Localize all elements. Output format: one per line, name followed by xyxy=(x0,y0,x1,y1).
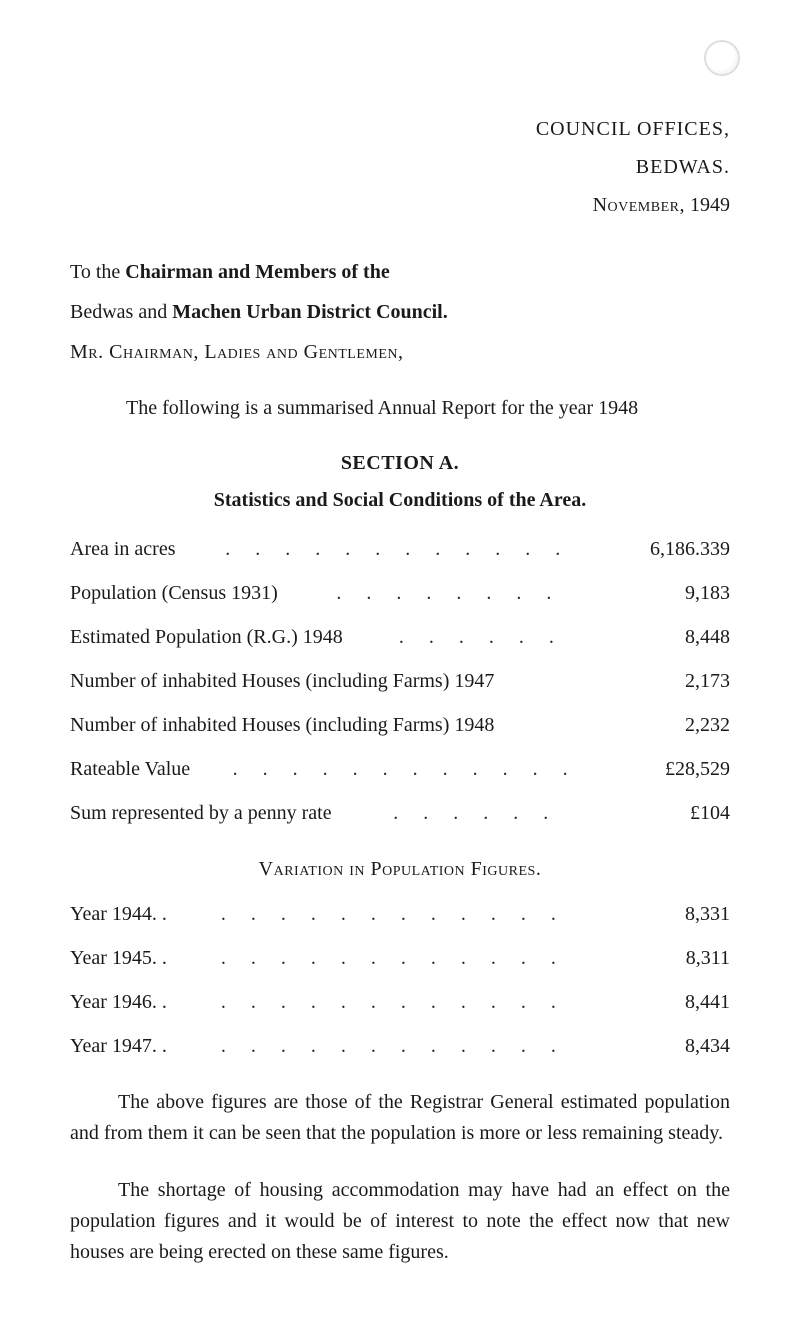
body-paragraph-1: The above figures are those of the Regis… xyxy=(70,1087,730,1149)
stat-value: 2,232 xyxy=(620,710,730,740)
sal1-bold: Chairman and Members of the xyxy=(125,261,389,283)
variation-list: Year 1944. . . . . . . . . . . . . . 8,3… xyxy=(70,899,730,1061)
stat-value: 9,183 xyxy=(620,578,730,608)
var-dots: . . . . . . . . . . . . xyxy=(167,899,620,929)
variation-row: Year 1946. . . . . . . . . . . . . . 8,4… xyxy=(70,987,730,1017)
var-dots: . . . . . . . . . . . . xyxy=(167,943,620,973)
sal2-prefix: Bedwas and xyxy=(70,301,172,323)
variation-heading: Variation in Population Figures. xyxy=(70,858,730,881)
body-paragraph-2: The shortage of housing accommodation ma… xyxy=(70,1175,730,1268)
stat-row: Sum represented by a penny rate . . . . … xyxy=(70,798,730,828)
var-label: Year 1946. . xyxy=(70,987,167,1017)
sal1-prefix: To the xyxy=(70,261,125,283)
stats-list: Area in acres . . . . . . . . . . . . 6,… xyxy=(70,534,730,828)
variation-row: Year 1947. . . . . . . . . . . . . . 8,4… xyxy=(70,1031,730,1061)
var-value: 8,441 xyxy=(620,987,730,1017)
salutation-block: To the Chairman and Members of the Bedwa… xyxy=(70,252,730,372)
stat-label: Rateable Value xyxy=(70,754,190,784)
place-line: BEDWAS. xyxy=(70,148,730,186)
stat-dots: . . . . . . xyxy=(332,798,620,828)
stat-row: Population (Census 1931) . . . . . . . .… xyxy=(70,578,730,608)
intro-paragraph: The following is a summarised Annual Rep… xyxy=(70,392,730,424)
stat-label: Number of inhabited Houses (including Fa… xyxy=(70,666,494,696)
stat-row: Number of inhabited Houses (including Fa… xyxy=(70,666,730,696)
stat-value: £104 xyxy=(620,798,730,828)
stat-dots: . . . . . . . . . . . . xyxy=(176,534,621,564)
page-stamp-circle xyxy=(704,40,740,76)
stat-label: Sum represented by a penny rate xyxy=(70,798,332,828)
salutation-line-1: To the Chairman and Members of the xyxy=(70,252,730,292)
stat-value: 2,173 xyxy=(620,666,730,696)
var-dots: . . . . . . . . . . . . xyxy=(167,1031,620,1061)
stat-dots: . . . . . . xyxy=(343,622,620,652)
stat-value: £28,529 xyxy=(620,754,730,784)
var-value: 8,434 xyxy=(620,1031,730,1061)
stat-dots: . . . . . . . . xyxy=(278,578,620,608)
office-line: COUNCIL OFFICES, xyxy=(70,110,730,148)
document-page: COUNCIL OFFICES, BEDWAS. November, 1949 … xyxy=(0,0,800,1328)
var-label: Year 1947. . xyxy=(70,1031,167,1061)
variation-row: Year 1944. . . . . . . . . . . . . . 8,3… xyxy=(70,899,730,929)
date-year: 1949 xyxy=(690,194,730,216)
section-a-subtitle: Statistics and Social Conditions of the … xyxy=(70,489,730,512)
letterhead-block: COUNCIL OFFICES, BEDWAS. November, 1949 xyxy=(70,110,730,224)
stat-row: Rateable Value . . . . . . . . . . . . £… xyxy=(70,754,730,784)
section-a-title: SECTION A. xyxy=(70,452,730,475)
stat-row: Area in acres . . . . . . . . . . . . 6,… xyxy=(70,534,730,564)
sal2-bold: Machen Urban District Council. xyxy=(172,301,448,323)
stat-label: Number of inhabited Houses (including Fa… xyxy=(70,710,494,740)
var-value: 8,311 xyxy=(620,943,730,973)
stat-row: Estimated Population (R.G.) 1948 . . . .… xyxy=(70,622,730,652)
date-line: November, 1949 xyxy=(70,186,730,224)
stat-value: 6,186.339 xyxy=(620,534,730,564)
var-label: Year 1945. . xyxy=(70,943,167,973)
stat-label: Estimated Population (R.G.) 1948 xyxy=(70,622,343,652)
stat-label: Population (Census 1931) xyxy=(70,578,278,608)
stat-value: 8,448 xyxy=(620,622,730,652)
salutation-line-2: Bedwas and Machen Urban District Council… xyxy=(70,292,730,332)
var-dots: . . . . . . . . . . . . xyxy=(167,987,620,1017)
stat-row: Number of inhabited Houses (including Fa… xyxy=(70,710,730,740)
stat-label: Area in acres xyxy=(70,534,176,564)
var-label: Year 1944. . xyxy=(70,899,167,929)
date-month: November, xyxy=(593,194,685,216)
var-value: 8,331 xyxy=(620,899,730,929)
variation-row: Year 1945. . . . . . . . . . . . . . 8,3… xyxy=(70,943,730,973)
stat-dots: . . . . . . . . . . . . xyxy=(190,754,620,784)
salutation-line-3: Mr. Chairman, Ladies and Gentlemen, xyxy=(70,332,730,372)
